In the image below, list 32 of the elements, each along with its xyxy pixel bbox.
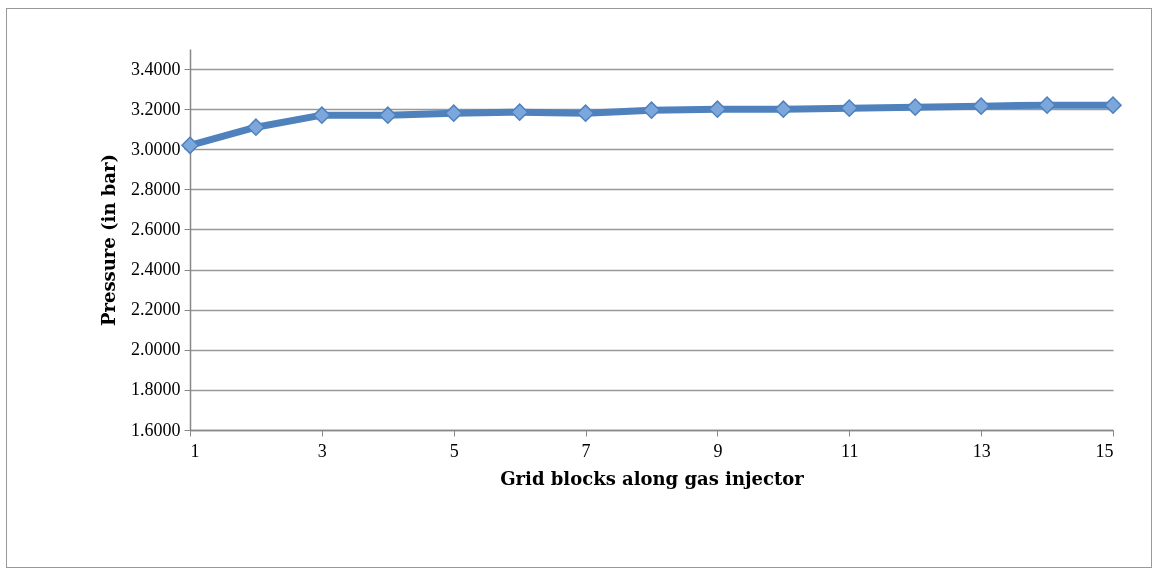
y-tick-label: 2.8000 — [131, 178, 181, 199]
point — [642, 101, 661, 119]
y-tick-label: 1.6000 — [131, 419, 181, 440]
point — [1104, 96, 1122, 114]
x-axis-title: Grid blocks along gas injector — [500, 467, 805, 489]
point — [510, 103, 529, 121]
point — [247, 118, 265, 137]
x-tick-label: 5 — [449, 440, 459, 461]
point — [181, 136, 199, 155]
point — [444, 104, 463, 122]
y-tick-label: 3.4000 — [131, 58, 181, 79]
x-tick-label: 15 — [1095, 440, 1114, 461]
point — [313, 106, 331, 124]
point — [1038, 96, 1056, 114]
y-tick-label: 1.8000 — [131, 379, 181, 400]
y-tick-label: 3.0000 — [131, 138, 181, 159]
y-axis-title: Pressure (in bar) — [98, 154, 119, 326]
x-tick-label: 11 — [841, 440, 859, 461]
y-tick-label: 2.0000 — [131, 339, 181, 360]
point — [708, 100, 727, 118]
x-tick-label: 13 — [972, 440, 991, 461]
point — [576, 104, 595, 122]
x-tick-label: 9 — [713, 440, 723, 461]
y-tick-label: 3.2000 — [131, 98, 181, 119]
x-tick-label: 3 — [317, 440, 327, 461]
y-tick-label: 2.4000 — [131, 259, 181, 280]
y-tick-label: 2.2000 — [131, 299, 181, 320]
x-tick-label: 1 — [190, 440, 200, 461]
x-tick-label: 7 — [581, 440, 591, 461]
y-tick-label: 2.6000 — [131, 218, 181, 239]
point — [972, 97, 990, 115]
point — [774, 100, 793, 118]
